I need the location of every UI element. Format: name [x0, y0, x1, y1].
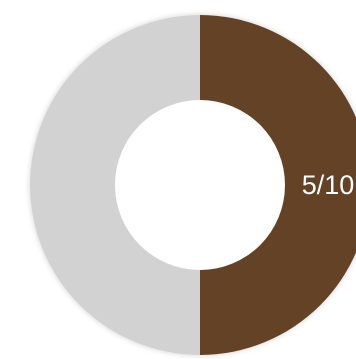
donut-hole — [115, 100, 285, 270]
donut-value-label: 5/10 — [302, 170, 355, 200]
